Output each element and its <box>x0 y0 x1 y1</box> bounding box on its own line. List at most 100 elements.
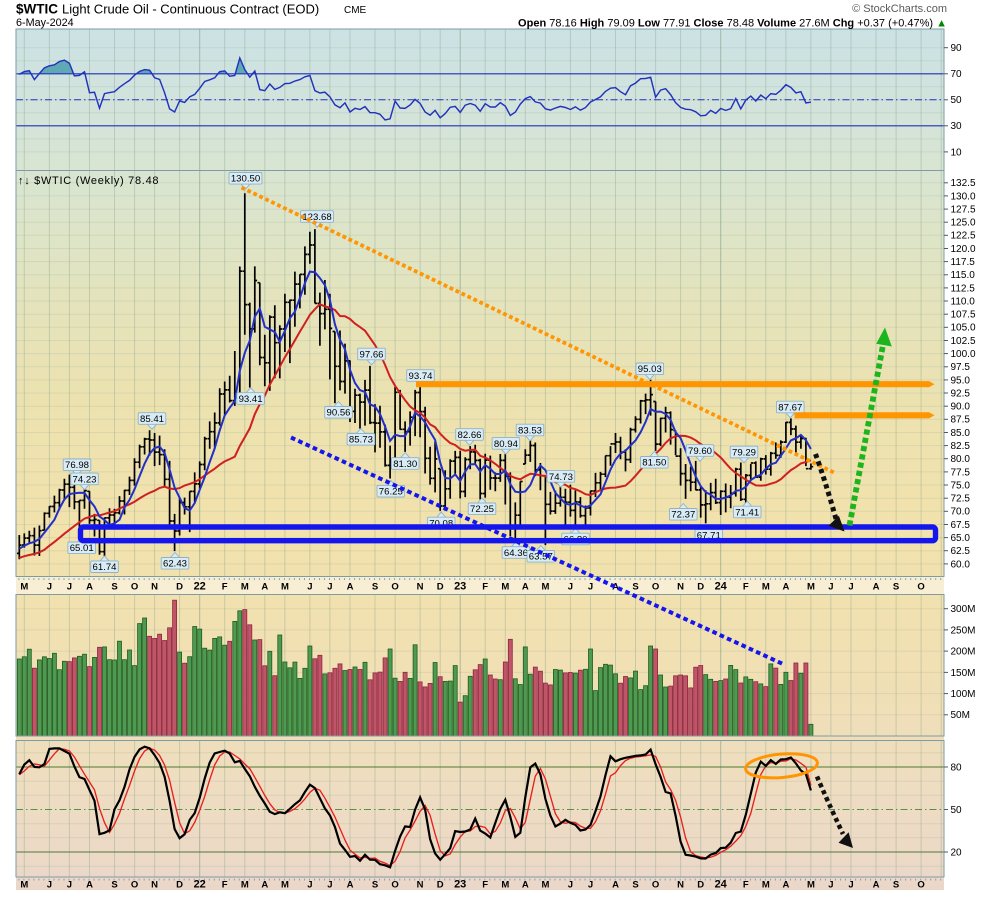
svg-text:F: F <box>222 880 228 891</box>
svg-text:79.60: 79.60 <box>688 446 712 457</box>
svg-text:S: S <box>893 582 899 593</box>
svg-text:300M: 300M <box>951 604 976 615</box>
svg-text:J: J <box>307 880 312 891</box>
svg-text:110.0: 110.0 <box>951 296 976 307</box>
svg-text:O: O <box>652 582 659 593</box>
svg-text:72.5: 72.5 <box>951 494 971 505</box>
svg-text:N: N <box>417 880 424 891</box>
svg-text:82.5: 82.5 <box>951 441 971 452</box>
svg-text:70.08: 70.08 <box>429 518 453 529</box>
svg-text:A: A <box>873 582 880 593</box>
svg-text:50: 50 <box>951 95 963 106</box>
svg-text:S: S <box>372 880 378 891</box>
svg-text:D: D <box>176 880 183 891</box>
svg-text:A: A <box>782 880 789 891</box>
svg-text:65.0: 65.0 <box>951 533 971 544</box>
svg-text:↑↓ $WTIC (Weekly) 78.48: ↑↓ $WTIC (Weekly) 78.48 <box>18 175 159 187</box>
svg-text:N: N <box>677 880 684 891</box>
svg-text:J: J <box>327 582 332 593</box>
svg-text:M: M <box>241 582 249 593</box>
svg-text:M: M <box>762 582 770 593</box>
svg-text:65.01: 65.01 <box>70 543 94 554</box>
svg-text:20: 20 <box>951 847 963 858</box>
svg-text:A: A <box>522 880 529 891</box>
svg-text:O: O <box>391 880 398 891</box>
svg-text:F: F <box>743 880 749 891</box>
svg-text:J: J <box>47 880 52 891</box>
svg-text:95.0: 95.0 <box>951 375 971 386</box>
svg-text:S: S <box>893 880 899 891</box>
svg-text:93.41: 93.41 <box>239 394 263 405</box>
svg-text:64.36: 64.36 <box>504 548 528 559</box>
svg-text:24: 24 <box>715 879 728 891</box>
svg-text:112.5: 112.5 <box>951 283 976 294</box>
svg-text:N: N <box>151 880 158 891</box>
svg-text:72.25: 72.25 <box>470 504 494 515</box>
svg-text:A: A <box>347 582 354 593</box>
svg-text:117.5: 117.5 <box>951 257 976 268</box>
svg-text:67.5: 67.5 <box>951 520 971 531</box>
svg-text:30: 30 <box>951 121 963 132</box>
svg-text:J: J <box>828 582 833 593</box>
svg-text:87.67: 87.67 <box>778 402 802 413</box>
svg-text:83.53: 83.53 <box>518 425 542 436</box>
svg-text:23: 23 <box>454 581 466 593</box>
svg-text:76.25: 76.25 <box>379 487 403 498</box>
svg-text:92.5: 92.5 <box>951 388 971 399</box>
svg-text:S: S <box>632 880 638 891</box>
svg-text:132.5: 132.5 <box>951 178 976 189</box>
svg-text:J: J <box>307 582 312 593</box>
svg-text:M: M <box>501 880 509 891</box>
svg-text:85.41: 85.41 <box>140 414 164 425</box>
svg-text:82.66: 82.66 <box>457 430 481 441</box>
svg-text:A: A <box>873 880 880 891</box>
svg-text:S: S <box>372 582 378 593</box>
svg-text:N: N <box>151 582 158 593</box>
svg-text:74.23: 74.23 <box>72 474 96 485</box>
svg-text:85.0: 85.0 <box>951 428 971 439</box>
svg-text:J: J <box>67 582 72 593</box>
svg-text:Open 78.16 High 79.09 Low 77.9: Open 78.16 High 79.09 Low 77.91 Close 78… <box>518 18 947 30</box>
svg-text:105.0: 105.0 <box>951 323 976 334</box>
svg-text:M: M <box>501 582 509 593</box>
svg-text:A: A <box>86 582 93 593</box>
svg-text:A: A <box>261 880 268 891</box>
svg-text:120.0: 120.0 <box>951 244 976 255</box>
svg-text:102.5: 102.5 <box>951 336 976 347</box>
svg-text:O: O <box>652 880 659 891</box>
svg-text:67.71: 67.71 <box>697 531 721 542</box>
svg-text:10: 10 <box>951 147 963 158</box>
svg-text:61.74: 61.74 <box>92 562 117 573</box>
svg-text:Light Crude Oil - Continuous C: Light Crude Oil - Continuous Contract (E… <box>62 2 319 17</box>
svg-text:250M: 250M <box>951 625 976 636</box>
svg-text:72.37: 72.37 <box>671 510 695 521</box>
svg-text:23: 23 <box>454 879 466 891</box>
svg-text:M: M <box>281 582 289 593</box>
svg-text:97.66: 97.66 <box>359 349 383 360</box>
svg-text:D: D <box>697 582 704 593</box>
svg-text:130.0: 130.0 <box>951 191 976 202</box>
svg-text:71.41: 71.41 <box>735 507 759 518</box>
svg-text:J: J <box>47 582 52 593</box>
svg-text:M: M <box>541 880 549 891</box>
svg-text:75.0: 75.0 <box>951 480 971 491</box>
svg-text:J: J <box>828 880 833 891</box>
svg-text:J: J <box>568 582 573 593</box>
svg-text:60.0: 60.0 <box>951 559 971 570</box>
svg-text:O: O <box>917 880 924 891</box>
svg-text:S: S <box>632 582 638 593</box>
svg-text:A: A <box>522 582 529 593</box>
svg-text:M: M <box>541 582 549 593</box>
svg-text:O: O <box>391 582 398 593</box>
svg-text:O: O <box>131 880 138 891</box>
svg-text:J: J <box>568 880 573 891</box>
svg-text:F: F <box>743 582 749 593</box>
svg-text:70.0: 70.0 <box>951 507 971 518</box>
svg-text:90.0: 90.0 <box>951 402 971 413</box>
svg-text:107.5: 107.5 <box>951 310 976 321</box>
svg-text:62.43: 62.43 <box>163 559 187 570</box>
svg-text:130.50: 130.50 <box>231 174 260 185</box>
svg-text:97.5: 97.5 <box>951 362 971 373</box>
svg-text:150M: 150M <box>951 668 976 679</box>
svg-text:M: M <box>20 880 28 891</box>
